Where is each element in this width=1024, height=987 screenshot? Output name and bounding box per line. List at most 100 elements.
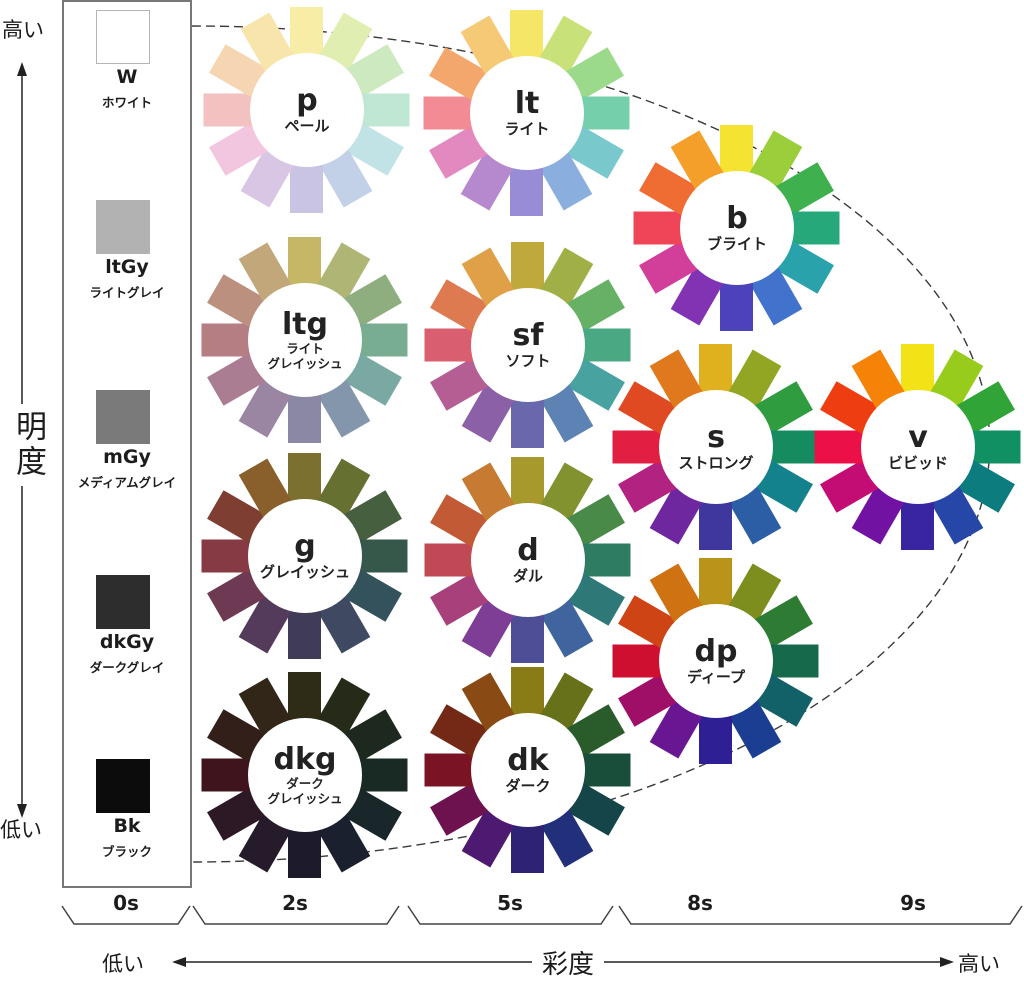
tone-letter-b: b (726, 201, 748, 237)
brace-8s-9s (618, 905, 1023, 925)
tone-flower-b: b ブライト (630, 121, 844, 335)
swatch-d-red (424, 543, 477, 577)
tone-circle-g: g グレイッシュ (248, 499, 362, 613)
swatch-b-yellow (720, 125, 753, 177)
gray-swatch-W (96, 10, 150, 64)
tone-circle-lt: lt ライト (470, 56, 584, 170)
tone-kana-dk: ダーク (505, 776, 551, 795)
tone-letter-ltg: ltg (281, 307, 329, 343)
tone-circle-p: p ペール (250, 53, 364, 167)
swatch-b-blue-green (787, 211, 840, 245)
swatch-v-blue-green (968, 430, 1021, 464)
tone-flower-sf: sf ソフト (421, 238, 635, 452)
swatch-ltg-blue-violet (288, 391, 321, 443)
arrow-up-icon (17, 62, 27, 76)
tone-kana-g: グレイッシュ (259, 562, 350, 581)
swatch-sf-blue-violet (511, 396, 544, 448)
swatch-dk-blue-green (578, 753, 631, 787)
gray-kana-dkGy: ダークグレイ (89, 660, 165, 675)
tick-9s: 9s (900, 891, 926, 915)
swatch-lt-red (423, 96, 476, 130)
lightness-low-label: 低い (0, 818, 42, 842)
swatch-g-red (201, 539, 254, 573)
tone-kana-dp: ディープ (686, 667, 746, 686)
tick-braces (61, 905, 1023, 925)
swatch-dk-yellow (511, 667, 544, 719)
swatch-d-yellow (511, 457, 544, 509)
saturation-axis-label: 彩度 (532, 944, 605, 981)
brace-5s (407, 905, 614, 925)
tone-flower-dp: dp ディープ (609, 554, 823, 768)
arrow-right-icon (940, 957, 954, 967)
tone-circle-sf: sf ソフト (471, 288, 585, 402)
brace-0s (61, 905, 191, 925)
tone-flower-dk: dk ダーク (421, 663, 635, 877)
tone-circle-v: v ビビッド (861, 390, 975, 504)
swatch-lt-yellow (510, 10, 543, 62)
swatch-ltg-blue-green (355, 323, 408, 357)
gray-kana-W: ホワイト (101, 95, 152, 110)
tone-circle-d: d ダル (471, 503, 585, 617)
gray-swatch-dkGy (96, 575, 150, 629)
swatch-g-yellow (288, 453, 321, 505)
tone-kana-v: ビビッド (887, 453, 948, 472)
swatch-p-blue-green (357, 93, 410, 127)
swatch-dkg-red (201, 758, 254, 792)
tick-2s: 2s (282, 891, 308, 915)
tone-flower-g: g グレイッシュ (198, 449, 412, 663)
tone-kana-dkg: ダーク (286, 775, 324, 791)
swatch-dk-blue-violet (511, 821, 544, 873)
tone-letter-p: p (296, 83, 318, 119)
gray-swatch-mGy (96, 390, 150, 444)
tone-circle-ltg: ltg ライト グレイッシュ (248, 283, 362, 397)
tone-letter-dk: dk (507, 743, 549, 779)
tick-8s: 8s (687, 891, 713, 915)
swatch-b-blue-violet (720, 279, 753, 331)
tone-flower-dkg: dkg ダーク グレイッシュ (198, 668, 412, 882)
saturation-low-label: 低い (102, 952, 144, 976)
tone-flower-ltg: ltg ライト グレイッシュ (198, 233, 412, 447)
swatch-g-blue-green (355, 539, 408, 573)
swatch-ltg-yellow (288, 237, 321, 289)
arrow-down-icon (17, 804, 27, 818)
gray-kana-ltGy: ライトグレイ (89, 285, 165, 300)
swatch-sf-yellow (511, 242, 544, 294)
tone-letter-lt: lt (514, 86, 540, 122)
tone-kana-p: ペール (284, 116, 330, 135)
tone-kana-ltg: ライト (286, 340, 324, 356)
swatch-b-red (633, 211, 686, 245)
swatch-d-blue-violet (511, 611, 544, 663)
swatch-dp-blue-green (766, 644, 819, 678)
tone-letter-v: v (908, 420, 928, 456)
swatch-lt-blue-green (577, 96, 630, 130)
swatch-p-red (203, 93, 256, 127)
tone-circle-s: s ストロング (659, 390, 773, 504)
tone-letter-sf: sf (512, 318, 544, 354)
swatch-s-yellow (699, 344, 732, 396)
swatch-lt-blue-violet (510, 164, 543, 216)
swatch-g-blue-violet (288, 607, 321, 659)
swatch-dkg-yellow (288, 672, 321, 724)
gray-swatch-Bk (96, 759, 150, 813)
swatch-s-blue-violet (699, 498, 732, 550)
tone-letter-s: s (707, 420, 725, 456)
tone-kana-sf: ソフト (505, 351, 551, 370)
tone-kana-ltg: グレイッシュ (267, 355, 343, 371)
tone-kana-dkg: グレイッシュ (267, 790, 343, 806)
tone-kana-d: ダル (512, 566, 543, 585)
swatch-sf-red (424, 328, 477, 362)
tone-flower-v: v ビビッド (811, 340, 1024, 554)
tone-letter-g: g (294, 529, 316, 565)
grayscale-column: W ホワイト ltGy ライトグレイ mGy メディアムグレイ dkGy ダークグレイ Bk ブラ… (62, 0, 192, 888)
tone-letter-d: d (517, 533, 539, 569)
gray-code-dkGy: dkGy (99, 631, 155, 653)
swatch-dk-red (424, 753, 477, 787)
swatch-dp-blue-violet (699, 712, 732, 764)
tone-flower-s: s ストロング (609, 340, 823, 554)
swatch-v-yellow (901, 344, 934, 396)
tick-5s: 5s (497, 891, 523, 915)
tone-circle-dkg: dkg ダーク グレイッシュ (248, 718, 362, 832)
lightness-axis-label: 明度 (5, 404, 52, 486)
gray-kana-Bk: ブラック (101, 844, 152, 859)
